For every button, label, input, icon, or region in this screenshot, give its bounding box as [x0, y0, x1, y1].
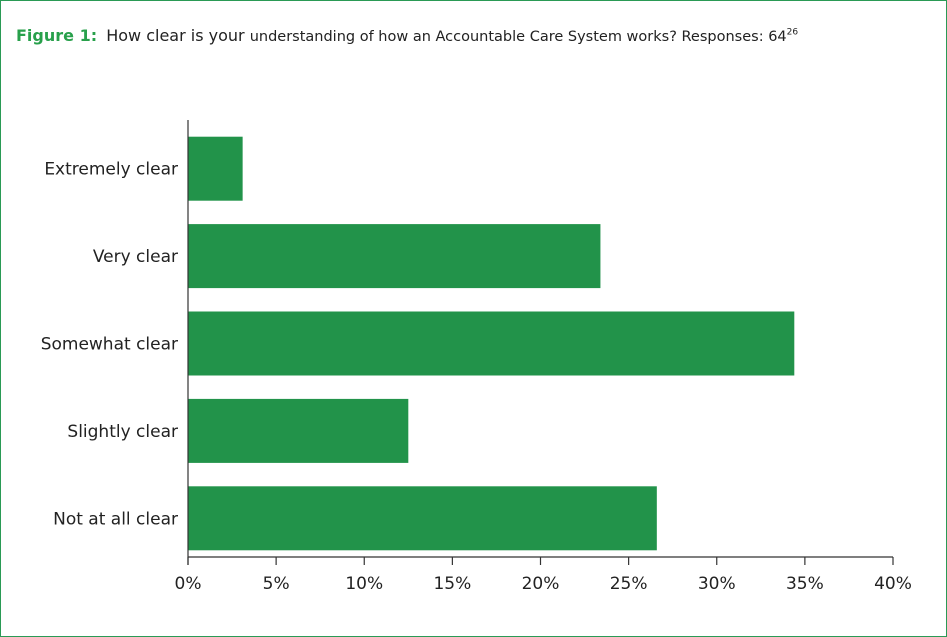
x-tick-label: 0% [175, 574, 202, 594]
x-tick-label: 20% [522, 574, 560, 594]
x-tick-label: 5% [263, 574, 290, 594]
x-tick-label: 40% [874, 574, 912, 594]
bar-not-at-all-clear [188, 486, 657, 551]
figure-caption: Figure 1: How clear is your understandin… [16, 26, 798, 45]
caption-text-rest: understanding of how an Accountable Care… [249, 29, 787, 45]
category-label: Not at all clear [53, 509, 178, 529]
bar-extremely-clear [188, 136, 243, 201]
category-label: Extremely clear [44, 160, 178, 180]
x-tick-label: 15% [433, 574, 471, 594]
category-label: Slightly clear [67, 422, 178, 442]
figure-label: Figure 1: [16, 26, 98, 45]
x-tick-label: 30% [698, 574, 736, 594]
caption-text-main: How clear is your [106, 26, 245, 45]
caption-footnote-ref: 26 [786, 27, 799, 38]
bar-slightly-clear [188, 398, 409, 463]
x-tick-label: 10% [345, 574, 383, 594]
x-tick-label: 25% [610, 574, 648, 594]
category-label: Somewhat clear [41, 335, 178, 355]
bar-somewhat-clear [188, 311, 795, 376]
bar-very-clear [188, 224, 601, 289]
x-tick-label: 35% [786, 574, 824, 594]
category-label: Very clear [93, 247, 178, 267]
